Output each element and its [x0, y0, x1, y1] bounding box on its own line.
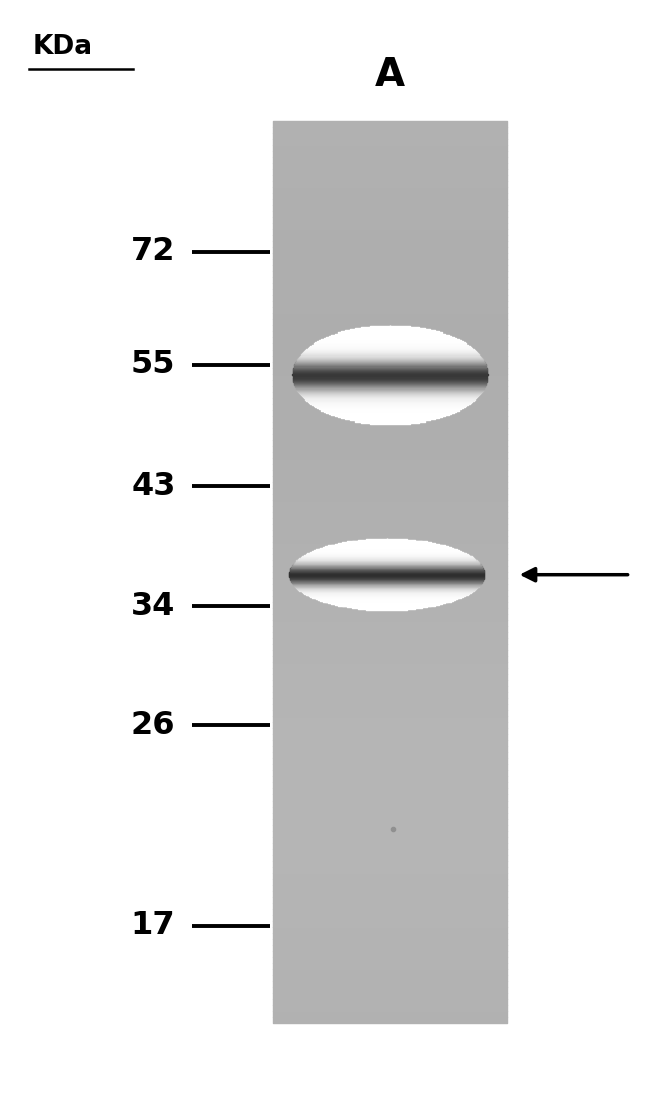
Text: 55: 55: [131, 349, 176, 379]
Text: 26: 26: [131, 710, 176, 740]
Bar: [273, 121, 507, 1023]
Text: 34: 34: [131, 591, 176, 622]
Text: 17: 17: [131, 910, 176, 942]
Text: 43: 43: [131, 471, 176, 502]
Text: A: A: [375, 55, 405, 94]
Text: 72: 72: [131, 236, 176, 267]
Text: KDa: KDa: [32, 34, 92, 60]
